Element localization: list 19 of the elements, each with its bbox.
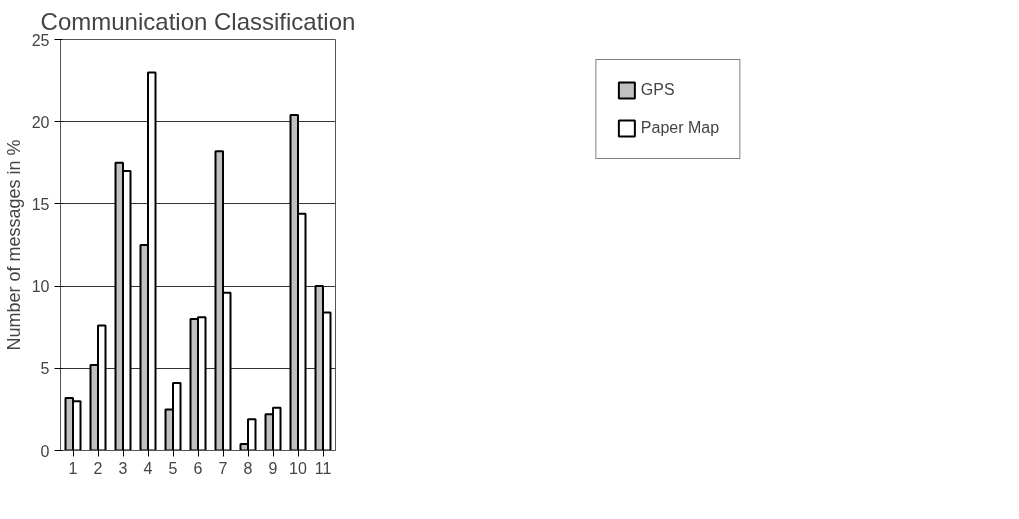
x-tick-label: 7 bbox=[218, 459, 228, 477]
y-tick-label: 20 bbox=[31, 113, 50, 131]
y-tick-label: 10 bbox=[31, 278, 50, 296]
x-tick-label: 8 bbox=[243, 459, 253, 477]
x-tick-label: 3 bbox=[118, 459, 128, 477]
x-tick-label: 6 bbox=[193, 459, 203, 477]
y-axis-title: Number of messages in % bbox=[3, 139, 24, 351]
x-tick-label: 11 bbox=[314, 459, 332, 477]
legend-label: Paper Map bbox=[640, 119, 720, 137]
y-tick-label: 0 bbox=[40, 442, 50, 460]
x-tick-label: 5 bbox=[168, 459, 178, 477]
x-tick-label: 10 bbox=[289, 459, 307, 477]
y-tick-label: 5 bbox=[40, 360, 50, 378]
x-tick-label: 4 bbox=[143, 459, 153, 477]
y-tick-label: 15 bbox=[31, 195, 50, 213]
x-tick-label: 2 bbox=[93, 459, 103, 477]
x-tick-label: 9 bbox=[268, 459, 278, 477]
x-tick-label: 1 bbox=[68, 459, 78, 477]
legend-label: GPS bbox=[640, 81, 675, 99]
